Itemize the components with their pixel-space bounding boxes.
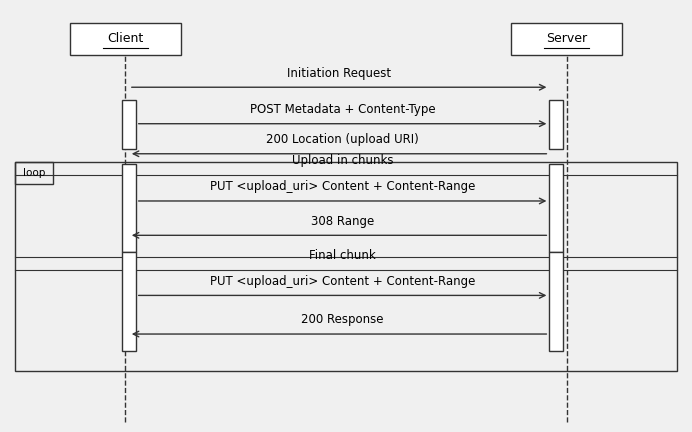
Text: Initiation Request: Initiation Request [287, 67, 391, 79]
Bar [549, 252, 563, 351]
Text: PUT <upload_uri> Content + Content-Range: PUT <upload_uri> Content + Content-Range [210, 275, 475, 288]
Bar [15, 162, 53, 184]
Text: Upload in chunks: Upload in chunks [292, 155, 393, 168]
Text: 200 Location (upload URI): 200 Location (upload URI) [266, 133, 419, 146]
Text: PUT <upload_uri> Content + Content-Range: PUT <upload_uri> Content + Content-Range [210, 180, 475, 193]
Text: POST Metadata + Content-Type: POST Metadata + Content-Type [250, 103, 435, 116]
Bar [15, 162, 677, 371]
Bar [549, 100, 563, 149]
Text: Server: Server [546, 32, 587, 45]
Bar [511, 23, 621, 55]
Text: Final chunk: Final chunk [309, 249, 376, 262]
Text: 308 Range: 308 Range [311, 215, 374, 228]
Text: Client: Client [107, 32, 143, 45]
Bar [122, 252, 136, 351]
Bar [122, 165, 136, 252]
Text: loop: loop [23, 168, 45, 178]
Text: 200 Response: 200 Response [301, 313, 384, 326]
Bar [122, 100, 136, 149]
Bar [549, 165, 563, 252]
Bar [71, 23, 181, 55]
